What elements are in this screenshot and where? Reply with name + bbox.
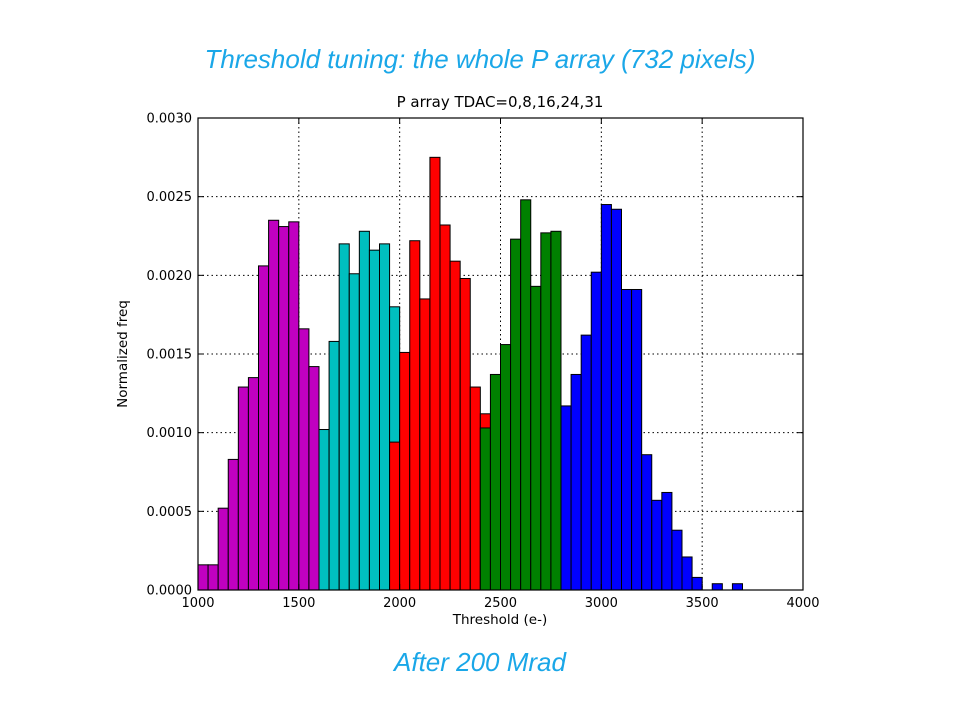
histogram-bar — [560, 405, 572, 591]
histogram-bar — [247, 377, 260, 591]
histogram-bar — [580, 334, 592, 591]
histogram-bar — [691, 576, 703, 591]
y-tick-label: 0.0000 — [147, 584, 193, 599]
x-tick-label: 4000 — [786, 596, 819, 611]
histogram-bar — [227, 458, 239, 591]
histogram-bar — [520, 199, 532, 591]
slide-subtitle: After 200 Mrad — [394, 647, 566, 677]
y-tick-label: 0.0030 — [147, 112, 193, 127]
histogram-bar — [268, 219, 280, 591]
x-tick-label: 1500 — [282, 596, 315, 611]
histogram-bar — [419, 298, 431, 591]
histogram-bar — [399, 351, 411, 591]
histogram-bar — [510, 238, 522, 591]
histogram-bar — [469, 386, 481, 591]
histogram-bar — [459, 277, 471, 591]
histogram-bar — [681, 556, 693, 591]
histogram-bar — [731, 583, 744, 591]
histogram-bar — [489, 373, 501, 591]
histogram-bar — [570, 373, 582, 591]
histogram-bar — [298, 328, 310, 591]
y-tick-label: 0.0010 — [147, 426, 193, 441]
histogram-bar — [328, 340, 340, 591]
histogram-bar — [348, 273, 360, 591]
histogram-bar — [379, 243, 391, 591]
histogram-bar — [288, 221, 300, 591]
histogram-bar — [308, 366, 320, 591]
y-tick-label: 0.0015 — [147, 348, 193, 363]
histogram-bar — [197, 564, 209, 591]
histogram-bar — [409, 240, 421, 591]
slide-title: Threshold tuning: the whole P array (732… — [204, 44, 756, 74]
histogram-bar — [661, 491, 673, 591]
x-tick-label: 3500 — [686, 596, 719, 611]
histogram-bar — [338, 243, 350, 591]
histogram-bar — [278, 226, 290, 591]
histogram-bar — [550, 230, 562, 591]
histogram-bar — [651, 499, 663, 591]
histogram-bar — [318, 429, 330, 591]
histogram-bar — [610, 208, 623, 591]
histogram-bar — [600, 204, 612, 591]
histogram-bar — [389, 441, 401, 591]
histogram-bar — [429, 156, 441, 591]
axis-ticks: 1000 1500 2000 2500 3000 3500 4000 0.0000 0.0005… — [147, 112, 820, 612]
x-tick-label: 1000 — [181, 596, 214, 611]
histogram-bar — [217, 507, 229, 591]
y-tick-label: 0.0005 — [147, 505, 193, 520]
histogram-bar — [540, 232, 552, 591]
histogram-bar — [237, 386, 249, 591]
histogram-bar — [671, 529, 683, 591]
y-axis-label: Normalized freq — [115, 300, 131, 408]
histogram-bar — [621, 288, 633, 591]
histogram-bar — [258, 265, 270, 591]
histogram-bar — [711, 583, 723, 591]
histogram-bar — [631, 288, 643, 591]
x-axis-label: Threshold (e-) — [452, 612, 548, 628]
histogram-bar — [439, 224, 451, 591]
histogram-bars — [197, 156, 744, 591]
x-tick-label: 2000 — [383, 596, 416, 611]
histogram-bar — [479, 427, 491, 591]
x-tick-label: 3000 — [585, 596, 618, 611]
histogram-bar — [641, 454, 653, 591]
histogram-bar — [530, 285, 542, 591]
histogram-bar — [500, 344, 512, 591]
histogram-bar — [590, 271, 602, 591]
histogram-bar — [368, 249, 380, 591]
histogram-bar — [449, 260, 461, 591]
y-tick-label: 0.0020 — [147, 269, 193, 284]
histogram-bar — [358, 230, 370, 591]
y-tick-label: 0.0025 — [147, 190, 193, 205]
x-tick-label: 2500 — [484, 596, 517, 611]
histogram-bar — [207, 564, 219, 591]
chart-title: P array TDAC=0,8,16,24,31 — [397, 93, 604, 111]
